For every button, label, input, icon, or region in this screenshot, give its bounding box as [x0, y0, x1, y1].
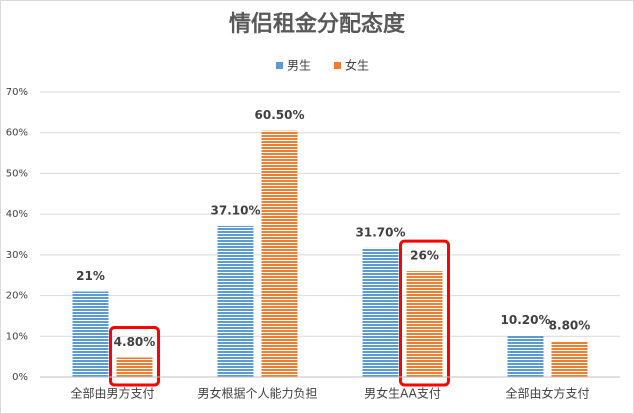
y-tick-label: 40%: [6, 209, 28, 220]
x-tick-label: 男女根据个人能力负担: [197, 386, 317, 401]
bar: [217, 225, 254, 377]
bar: [507, 335, 544, 377]
legend-swatch: [334, 62, 341, 69]
y-tick-label: 20%: [6, 291, 28, 302]
y-tick-label: 70%: [6, 87, 28, 98]
y-tick-label: 50%: [6, 168, 28, 179]
bar: [116, 357, 153, 377]
x-tick-label: 全部由女方支付: [505, 386, 589, 401]
value-label: 10.20%: [501, 313, 551, 327]
value-label: 21%: [76, 269, 105, 283]
bar: [406, 271, 443, 377]
x-tick-label: 男女生AA支付: [364, 386, 441, 401]
legend-swatch: [276, 62, 283, 69]
x-tick-label: 全部由男方支付: [70, 386, 154, 401]
y-tick-label: 30%: [6, 250, 28, 261]
value-label: 37.10%: [211, 203, 261, 217]
y-tick-label: 0%: [12, 372, 28, 383]
value-label: 4.80%: [114, 335, 156, 349]
highlight-box: [399, 239, 450, 387]
legend-label: 女生: [345, 58, 369, 73]
value-label: 26%: [410, 249, 439, 263]
bar: [72, 291, 109, 377]
highlight-box: [109, 325, 160, 387]
bar: [261, 130, 298, 377]
y-tick-label: 10%: [6, 331, 28, 342]
value-label: 60.50%: [255, 108, 305, 122]
value-label: 31.70%: [356, 225, 406, 239]
chart-title: 情侣租金分配态度: [229, 11, 406, 37]
value-label: 8.80%: [549, 319, 591, 333]
bar: [551, 341, 588, 377]
legend-label: 男生: [287, 59, 311, 73]
y-tick-label: 60%: [6, 128, 28, 139]
bar: [362, 247, 399, 377]
